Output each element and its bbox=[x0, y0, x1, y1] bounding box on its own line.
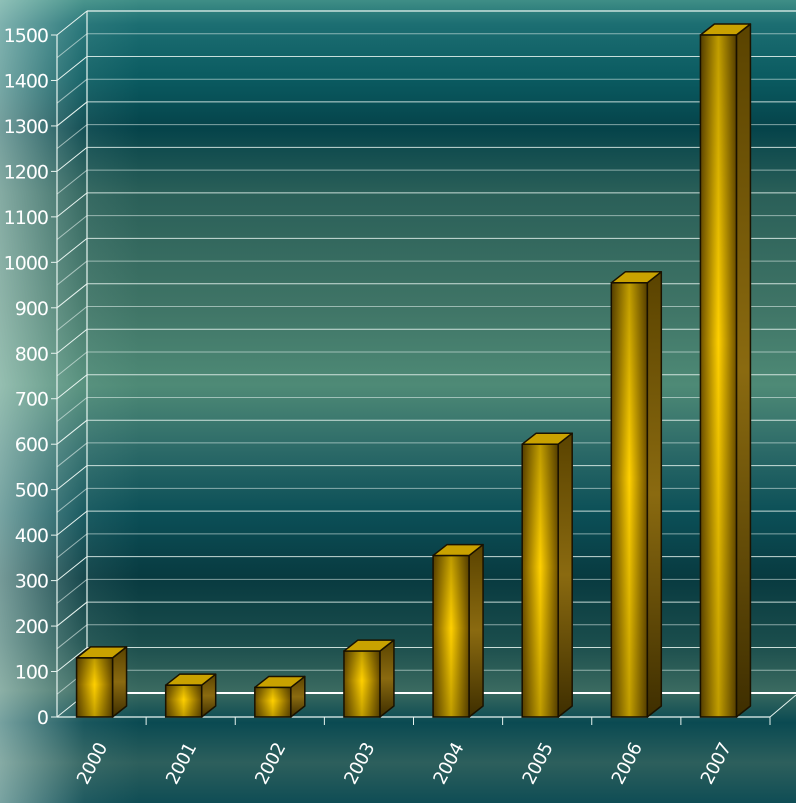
gridline-diagonal bbox=[56, 465, 88, 491]
bar-shade bbox=[700, 35, 737, 717]
gridline-diagonal bbox=[56, 147, 88, 172]
bar-side bbox=[646, 271, 663, 718]
gridline-diagonal bbox=[56, 556, 88, 581]
y-axis-tick-labels: 0 100 200 300 400 500 600 700 800 900 1000 1100 1200… bbox=[4, 25, 49, 729]
y-tick-label: 800 bbox=[15, 343, 48, 365]
gridline-diagonal bbox=[56, 10, 88, 36]
gridline-minor-diagonal bbox=[56, 533, 88, 559]
gridline-diagonal bbox=[56, 283, 88, 309]
gridline-minor-diagonal bbox=[56, 397, 88, 422]
gridline-minor-diagonal bbox=[56, 78, 88, 104]
y-tick-label: 400 bbox=[15, 525, 48, 547]
y-tick-label: 200 bbox=[15, 616, 48, 638]
gridline-minor-diagonal bbox=[56, 260, 88, 286]
bar-shade bbox=[343, 651, 380, 717]
gridline-diagonal bbox=[56, 374, 88, 400]
bar-2004 bbox=[432, 543, 484, 718]
bar-shade bbox=[76, 657, 113, 717]
gridline-diagonal bbox=[56, 328, 88, 354]
bar-shade bbox=[522, 444, 559, 717]
bar-side bbox=[557, 432, 573, 718]
gridline-minor-diagonal bbox=[56, 169, 88, 195]
y-tick-label: 1500 bbox=[4, 25, 48, 47]
gridline-diagonal bbox=[56, 56, 88, 81]
bar-2003 bbox=[343, 639, 395, 718]
bar-side bbox=[735, 23, 752, 718]
y-tick-label: 700 bbox=[15, 389, 48, 411]
y-tick-label: 1400 bbox=[4, 70, 48, 92]
bar-shade bbox=[433, 555, 470, 717]
gridline-diagonal bbox=[56, 510, 88, 536]
gridline-minor-diagonal bbox=[56, 578, 88, 604]
bar-shade bbox=[254, 687, 291, 717]
gridline-minor-diagonal bbox=[56, 488, 88, 513]
y-tick-label: 500 bbox=[15, 480, 48, 502]
bar-2005 bbox=[521, 432, 573, 718]
gridline-diagonal bbox=[56, 419, 88, 445]
y-tick-label: 300 bbox=[15, 571, 48, 593]
gridline-minor-diagonal bbox=[56, 306, 88, 331]
floor-right-edge bbox=[769, 694, 796, 718]
gridline-diagonal bbox=[56, 647, 88, 672]
bar-side bbox=[468, 543, 484, 718]
gridline-diagonal bbox=[56, 237, 88, 263]
gridline-diagonal bbox=[56, 192, 88, 218]
y-tick-label: 0 bbox=[37, 707, 48, 729]
y-tick-label: 900 bbox=[15, 298, 48, 320]
y-tick-label: 1000 bbox=[4, 252, 48, 274]
y-tick-label: 100 bbox=[15, 662, 48, 684]
gridline-minor-diagonal bbox=[56, 33, 88, 59]
bar-2002 bbox=[254, 675, 306, 718]
gridline-diagonal bbox=[56, 601, 88, 627]
bar-side bbox=[111, 646, 128, 718]
y-tick-label: 1200 bbox=[4, 161, 48, 183]
y-tick-label: 1100 bbox=[4, 207, 48, 229]
y-tick-label: 600 bbox=[15, 434, 48, 456]
bar-2007 bbox=[699, 23, 752, 718]
bars bbox=[75, 23, 752, 718]
gridline-minor-diagonal bbox=[56, 215, 88, 240]
bar-shade bbox=[165, 685, 202, 717]
gridline-minor-diagonal bbox=[56, 124, 88, 150]
gridline-minor-diagonal bbox=[56, 624, 88, 650]
gridline-minor-diagonal bbox=[56, 442, 88, 468]
gridline-minor-diagonal bbox=[56, 351, 88, 377]
bar-side bbox=[379, 639, 395, 718]
y-tick-label: 1300 bbox=[4, 116, 48, 138]
bar-2006 bbox=[610, 271, 663, 718]
bar-2000 bbox=[75, 646, 128, 718]
bar-2001 bbox=[164, 673, 217, 718]
gridline-diagonal bbox=[56, 101, 88, 127]
bar-shade bbox=[611, 282, 648, 717]
